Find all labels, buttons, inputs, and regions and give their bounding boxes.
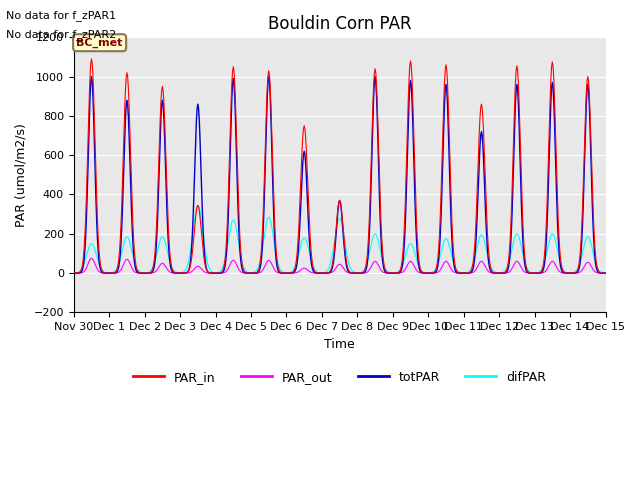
Y-axis label: PAR (umol/m2/s): PAR (umol/m2/s) (15, 123, 28, 227)
Title: Bouldin Corn PAR: Bouldin Corn PAR (268, 15, 412, 33)
Text: BC_met: BC_met (76, 37, 123, 48)
Legend: PAR_in, PAR_out, totPAR, difPAR: PAR_in, PAR_out, totPAR, difPAR (128, 366, 552, 389)
Text: No data for f_zPAR2: No data for f_zPAR2 (6, 29, 116, 40)
Text: No data for f_zPAR1: No data for f_zPAR1 (6, 10, 116, 21)
X-axis label: Time: Time (324, 337, 355, 351)
